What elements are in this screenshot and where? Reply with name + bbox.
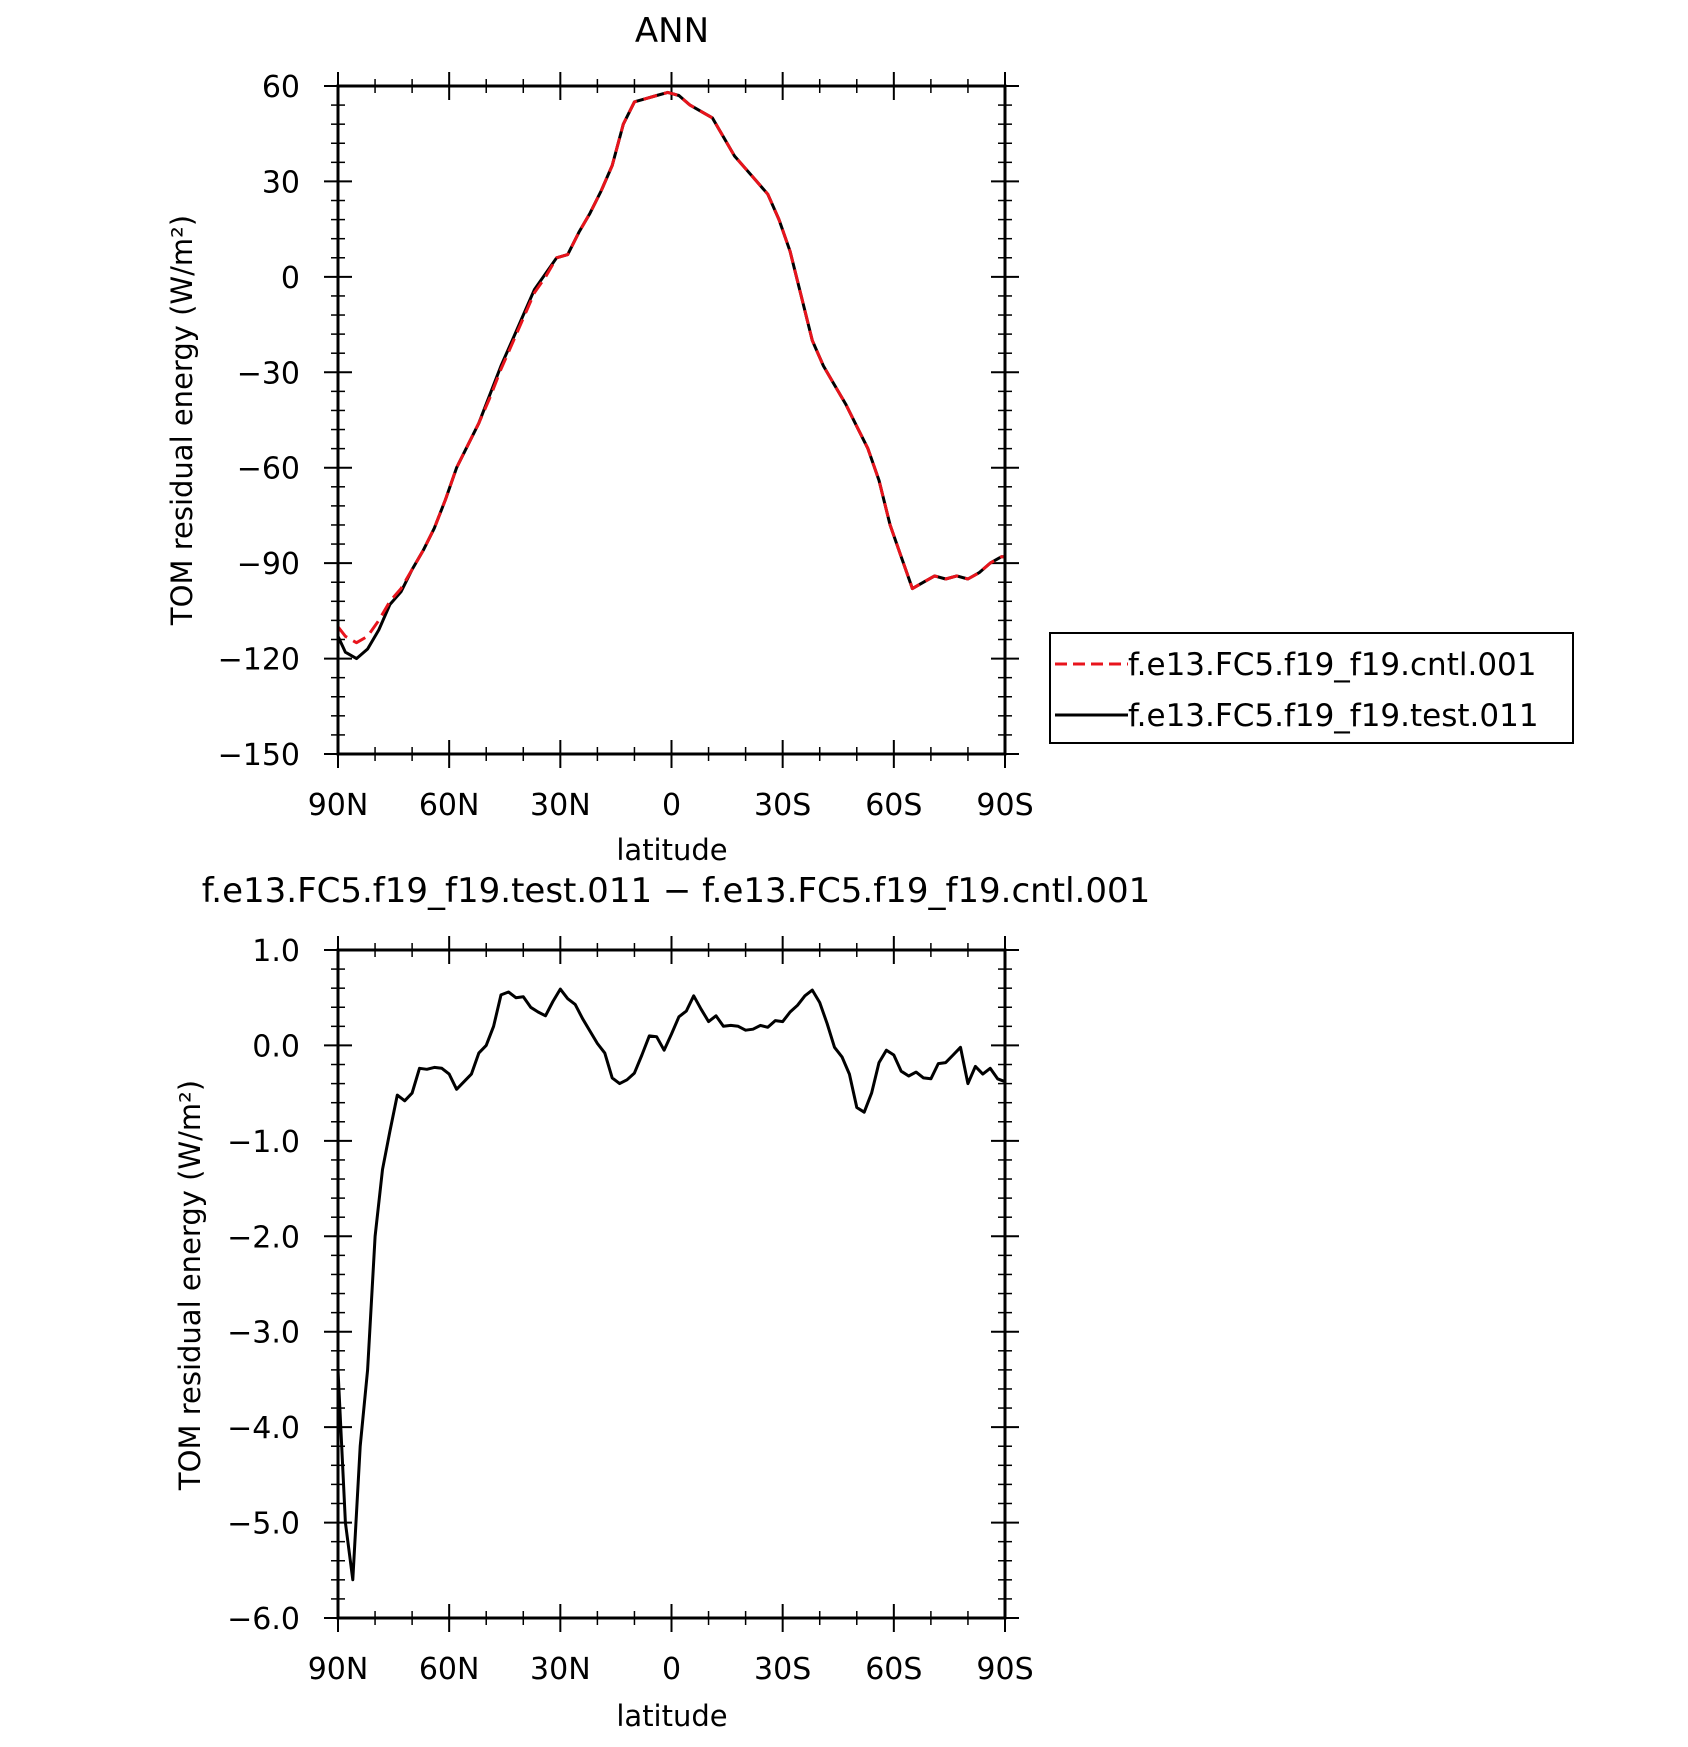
plot-frame (336, 948, 1007, 1620)
x-tick-label: 90S (976, 788, 1033, 823)
x-tick-label: 60S (865, 788, 922, 823)
x-tick-label: 60N (419, 788, 480, 823)
x-tick-label: 0 (662, 788, 681, 823)
x-tick-label: 60N (419, 1652, 480, 1687)
series-line-0 (336, 90, 1005, 645)
legend: f.e13.FC5.f19_f19.cntl.001 f.e13.FC5.f19… (1049, 632, 1574, 744)
y-tick-label: −1.0 (227, 1125, 300, 1160)
y-axis-label: TOM residual energy (W/m²) (173, 1080, 207, 1491)
legend-label-test: f.e13.FC5.f19_f19.test.011 (1128, 698, 1539, 734)
y-tick-labels: 1.0 0.0 −1.0 −2.0 −3.0 −4.0 −5.0 −6.0 (227, 934, 300, 1637)
plot-frame (336, 84, 1007, 756)
series-line-1 (336, 90, 1005, 661)
y-tick-labels: 60 30 0 −30 −60 −90 −120 −150 (218, 70, 300, 773)
x-tick-label: 30S (754, 788, 811, 823)
series-line-0 (336, 987, 1006, 1582)
y-tick-label: 1.0 (252, 934, 300, 969)
y-tick-label: −6.0 (227, 1602, 300, 1637)
x-tick-label: 90S (976, 1652, 1033, 1687)
legend-label-cntl: f.e13.FC5.f19_f19.cntl.001 (1128, 647, 1537, 683)
y-tick-label: −4.0 (227, 1411, 300, 1446)
y-tick-label: 0.0 (252, 1029, 300, 1064)
series-lines (336, 987, 1006, 1582)
y-tick-label: −3.0 (227, 1316, 300, 1351)
y-axis-label: TOM residual energy (W/m²) (165, 215, 199, 626)
y-tick-label: −2.0 (227, 1220, 300, 1255)
y-tick-label: 60 (262, 70, 300, 105)
series-lines (336, 90, 1005, 661)
tick-marks (324, 72, 1019, 768)
y-tick-label: −5.0 (227, 1507, 300, 1542)
chart-title: ANN (635, 11, 709, 51)
y-tick-label: −150 (218, 738, 300, 773)
y-tick-label: 0 (281, 261, 300, 296)
x-tick-label: 60S (865, 1652, 922, 1687)
legend-box (1049, 632, 1574, 744)
x-tick-labels: 90N 60N 30N 0 30S 60S 90S (308, 1652, 1034, 1687)
chart-title: f.e13.FC5.f19_f19.test.011 − f.e13.FC5.f… (202, 871, 1150, 911)
chart-annual-mean: ANN 60 30 0 −30 −60 −90 −120 −150 90N 60N 30N 0 30S… (165, 11, 1574, 867)
chart-difference: f.e13.FC5.f19_f19.test.011 − f.e13.FC5.f… (173, 871, 1150, 1733)
x-tick-labels: 90N 60N 30N 0 30S 60S 90S (308, 788, 1034, 823)
x-tick-label: 30S (754, 1652, 811, 1687)
tick-marks (324, 936, 1019, 1632)
x-tick-label: 0 (662, 1652, 681, 1687)
x-axis-label: latitude (616, 1699, 727, 1733)
x-axis-label: latitude (616, 833, 727, 867)
x-tick-label: 90N (308, 788, 369, 823)
y-tick-label: −90 (237, 547, 300, 582)
y-tick-label: −60 (237, 452, 300, 487)
y-tick-label: −30 (237, 356, 300, 391)
y-tick-label: 30 (262, 165, 300, 200)
x-tick-label: 90N (308, 1652, 369, 1687)
x-tick-label: 30N (530, 788, 591, 823)
x-tick-label: 30N (530, 1652, 591, 1687)
y-tick-label: −120 (218, 643, 300, 678)
